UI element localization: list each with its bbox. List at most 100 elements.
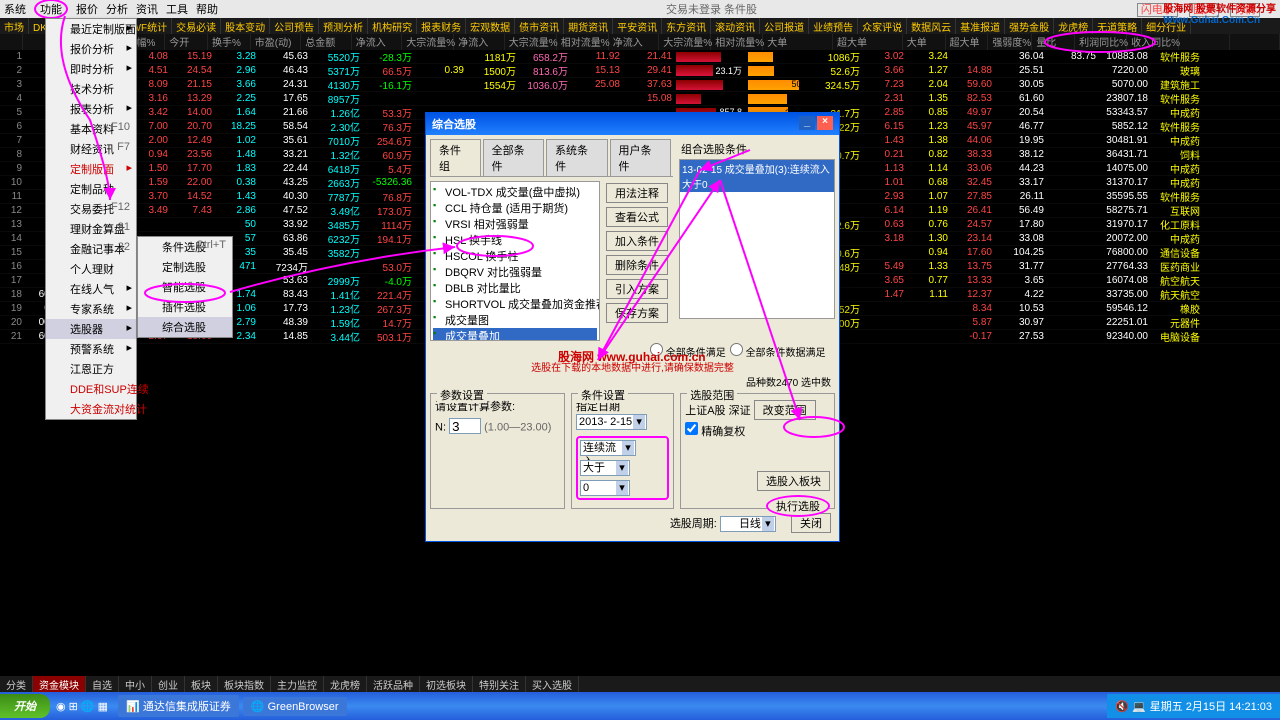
save-plan-button[interactable]: 保存方案: [606, 303, 668, 323]
value-select[interactable]: 0: [580, 480, 630, 496]
menu-item[interactable]: 大资金流对统计: [46, 399, 136, 419]
combo-selected-item[interactable]: 13-02-15 成交量叠加(3):连续流入大于0: [680, 160, 834, 192]
menu-item[interactable]: 即时分析: [46, 59, 136, 79]
precise-checkbox[interactable]: [685, 422, 698, 435]
param-n-input[interactable]: [449, 418, 481, 434]
top-tab-5[interactable]: 股本变动: [221, 18, 270, 34]
menu-item[interactable]: 财经资讯F7: [46, 139, 136, 159]
top-tab-12[interactable]: 期货资讯: [564, 18, 613, 34]
bottom-tab-10[interactable]: 初选板块: [420, 676, 473, 692]
menu-analysis[interactable]: 分析: [106, 1, 128, 17]
submenu-item[interactable]: 智能选股: [138, 277, 232, 297]
bottom-tab-6[interactable]: 板块指数: [218, 676, 271, 692]
bottom-tab-3[interactable]: 中小: [119, 676, 152, 692]
menu-item[interactable]: 交易委托F12: [46, 199, 136, 219]
menu-item[interactable]: 选股器: [46, 319, 136, 339]
tree-node[interactable]: VOL-TDX 成交量(盘中虚拟): [433, 184, 597, 200]
bottom-tab-7[interactable]: 主力监控: [271, 676, 324, 692]
bottom-tab-4[interactable]: 创业: [152, 676, 185, 692]
tree-node[interactable]: 成交量图: [433, 312, 597, 328]
menu-function[interactable]: 功能: [34, 0, 68, 19]
top-tab-15[interactable]: 滚动资讯: [711, 18, 760, 34]
menu-item[interactable]: 在线人气: [46, 279, 136, 299]
operator-select[interactable]: 大于: [580, 460, 630, 476]
menu-item[interactable]: 定制品种: [46, 179, 136, 199]
bottom-tab-11[interactable]: 特别关注: [473, 676, 526, 692]
add-condition-button[interactable]: 加入条件: [606, 231, 668, 251]
submenu-item[interactable]: 插件选股: [138, 297, 232, 317]
top-tab-20[interactable]: 基准报道: [956, 18, 1005, 34]
start-button[interactable]: 开始: [0, 694, 50, 718]
menu-item[interactable]: 基本资料F10: [46, 119, 136, 139]
top-tab-10[interactable]: 宏观数据: [466, 18, 515, 34]
tree-node[interactable]: DBLB 对比量比: [433, 280, 597, 296]
indicator-tree[interactable]: VOL-TDX 成交量(盘中虚拟)CCL 持仓量 (适用于期货)VRSI 相对强…: [430, 181, 600, 341]
bottom-tab-8[interactable]: 龙虎榜: [324, 676, 367, 692]
menu-item[interactable]: 金融记事本32: [46, 239, 136, 259]
tree-node[interactable]: HSL 换手线: [433, 232, 597, 248]
minimize-icon[interactable]: _: [799, 116, 815, 130]
view-formula-button[interactable]: 查看公式: [606, 207, 668, 227]
table-row[interactable]: 200 4.5124.542.96 46.435371万 66.5万0.39 1…: [0, 64, 1280, 78]
field-select[interactable]: 连续流入: [580, 440, 636, 456]
table-row[interactable]: 400 3.1613.292.25 17.658957万 15.08 737.6…: [0, 92, 1280, 106]
top-tab-19[interactable]: 数据风云: [907, 18, 956, 34]
bottom-tab-2[interactable]: 自选: [86, 676, 119, 692]
quicklaunch[interactable]: ◉ ⊞ 🌐 ▦: [56, 700, 108, 713]
menu-item[interactable]: 报价分析: [46, 39, 136, 59]
top-tab-13[interactable]: 平安资讯: [613, 18, 662, 34]
menu-quote[interactable]: 报价: [76, 1, 98, 17]
execute-button[interactable]: 执行选股: [766, 495, 830, 517]
menu-item[interactable]: 报表分析: [46, 99, 136, 119]
top-tab-17[interactable]: 业绩预告: [809, 18, 858, 34]
dialog-titlebar[interactable]: 综合选股 _ ×: [426, 113, 839, 135]
top-tab-16[interactable]: 公司报道: [760, 18, 809, 34]
top-tab-22[interactable]: 龙虎榜: [1054, 18, 1093, 34]
tree-node[interactable]: HSCOL 换手柱: [433, 248, 597, 264]
into-block-button[interactable]: 选股入板块: [757, 471, 830, 491]
submenu-item[interactable]: 定制选股: [138, 257, 232, 277]
tab-user[interactable]: 用户条件: [610, 139, 671, 176]
top-tab-6[interactable]: 公司预告: [270, 18, 319, 34]
top-tab-4[interactable]: 交易必读: [172, 18, 221, 34]
top-tab-8[interactable]: 机构研究: [368, 18, 417, 34]
change-range-button[interactable]: 改变范围: [754, 400, 816, 420]
menu-item[interactable]: 个人理财: [46, 259, 136, 279]
bottom-tab-12[interactable]: 买入选股: [526, 676, 579, 692]
top-tab-9[interactable]: 报表财务: [417, 18, 466, 34]
top-tab-23[interactable]: 无道策略: [1093, 18, 1142, 34]
bottom-tab-1[interactable]: 资金模块: [33, 676, 86, 692]
tree-node[interactable]: 成交量叠加: [433, 328, 597, 341]
import-plan-button[interactable]: 引入方案: [606, 279, 668, 299]
menu-item[interactable]: 技术分析: [46, 79, 136, 99]
menu-info[interactable]: 资讯: [136, 1, 158, 17]
bottom-tab-9[interactable]: 活跃品种: [367, 676, 420, 692]
table-row[interactable]: 300 8.0921.153.66 24.314130万 -16.1万 1554…: [0, 78, 1280, 92]
date-select[interactable]: 2013- 2-15: [576, 414, 647, 430]
menu-item[interactable]: 理财金算盘31: [46, 219, 136, 239]
menu-tools[interactable]: 工具: [166, 1, 188, 17]
menu-system[interactable]: 系统: [4, 1, 26, 17]
submenu-item[interactable]: 条件选股Ctrl+T: [138, 237, 232, 257]
tree-node[interactable]: DBQRV 对比强弱量: [433, 264, 597, 280]
menu-item[interactable]: 江恩正方: [46, 359, 136, 379]
menu-item[interactable]: 定制版面: [46, 159, 136, 179]
menu-item[interactable]: 预警系统: [46, 339, 136, 359]
tab-system[interactable]: 系统条件: [546, 139, 607, 176]
top-tab-7[interactable]: 预测分析: [319, 18, 368, 34]
top-tab-14[interactable]: 东方资讯: [662, 18, 711, 34]
bottom-tab-0[interactable]: 分类: [0, 676, 33, 692]
top-tab-11[interactable]: 债市资讯: [515, 18, 564, 34]
top-tab-0[interactable]: 市场: [0, 18, 29, 34]
usage-button[interactable]: 用法注释: [606, 183, 668, 203]
tree-node[interactable]: VRSI 相对强弱量: [433, 216, 597, 232]
menu-item[interactable]: 专家系统: [46, 299, 136, 319]
tab-condition-group[interactable]: 条件组: [430, 139, 481, 176]
radio-all-satisfy[interactable]: [650, 343, 663, 356]
combo-condition-list[interactable]: 13-02-15 成交量叠加(3):连续流入大于0: [679, 159, 835, 319]
tree-node[interactable]: SHORTVOL 成交量叠加资金推荐: [433, 296, 597, 312]
bottom-tab-5[interactable]: 板块: [185, 676, 218, 692]
submenu-item[interactable]: 综合选股: [138, 317, 232, 337]
remove-condition-button[interactable]: 删除条件: [606, 255, 668, 275]
menu-item[interactable]: 最近定制版面: [46, 19, 136, 39]
